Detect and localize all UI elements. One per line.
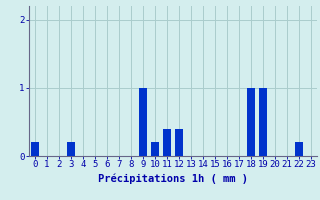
Bar	[295, 142, 303, 156]
Bar	[151, 142, 159, 156]
Bar	[175, 129, 183, 156]
Bar	[31, 142, 39, 156]
Bar	[259, 88, 267, 156]
Bar	[139, 88, 147, 156]
Bar	[67, 142, 75, 156]
Bar	[163, 129, 171, 156]
X-axis label: Précipitations 1h ( mm ): Précipitations 1h ( mm )	[98, 173, 248, 184]
Bar	[247, 88, 255, 156]
